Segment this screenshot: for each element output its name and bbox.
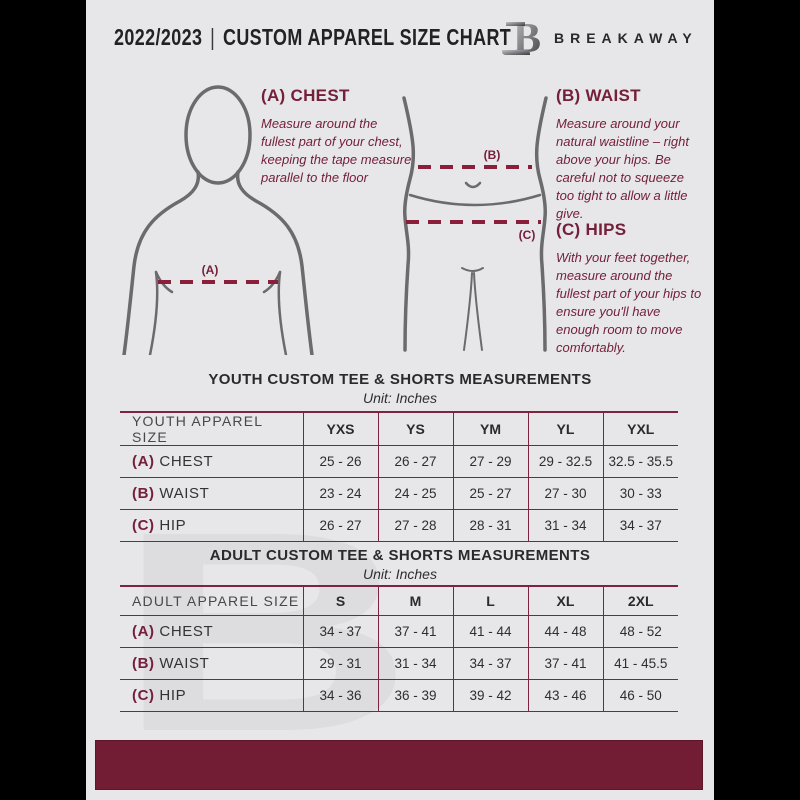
size-value-cell: 34 - 37 [302,615,378,647]
size-value-cell: 44 - 48 [527,615,603,647]
size-value-cell: 24 - 25 [377,477,453,510]
chest-description: Measure around the fullest part of your … [261,116,412,185]
waist-marker-label: (B) [484,148,501,162]
table-row: (A) CHEST 25 - 26 26 - 27 27 - 29 29 - 32.5 3… [120,445,678,478]
size-column-header: XL [527,586,603,615]
size-column-header: L [452,586,528,615]
size-column-header: YL [527,412,603,446]
hips-instructions: (C) HIPS With your feet together, measur… [556,220,706,357]
title-text: CUSTOM APPAREL SIZE CHART [222,24,512,50]
size-value-cell: 29 - 32.5 [527,445,603,478]
row-label: (C) HIP [132,686,187,704]
row-label: (C) HIP [132,517,187,534]
size-value-cell: 36 - 39 [377,679,453,711]
size-value-cell: 34 - 37 [452,647,528,679]
size-value-cell: 39 - 42 [452,679,528,711]
head-outline [184,85,252,185]
size-value-cell: 46 - 50 [602,679,678,711]
size-type-header: YOUTH APPAREL SIZE [132,413,263,445]
brand-name: BREAKAWAY [554,30,698,46]
size-column-header: YM [452,412,528,446]
hips-marker-label: (C) [519,228,536,242]
size-column-header: 2XL [602,586,678,615]
size-column-header: YS [377,412,453,446]
youth-header-row: YOUTH APPAREL SIZE YXS YS YM YL YXL [120,412,678,446]
season-label: 2022/2023 [114,24,203,50]
hips-description: With your feet together, measure around … [556,250,702,355]
navel-mark [464,181,482,189]
row-marker: (B) [132,654,155,672]
upper-body-figure: (A) [122,85,314,355]
size-value-cell: 25 - 27 [452,477,528,510]
chest-heading: (A) CHEST [261,86,350,105]
page-title: 2022/2023 | CUSTOM APPAREL SIZE CHART [114,24,511,51]
size-column-header: YXL [602,412,678,446]
youth-size-table: YOUTH APPAREL SIZE YXS YS YM YL YXL (A) CHEST… [120,411,678,542]
size-value-cell: 26 - 27 [377,445,453,478]
size-type-header: ADULT APPAREL SIZE [132,592,300,609]
table-row: (B) WAIST 29 - 31 31 - 34 34 - 37 37 - 41 41 … [120,647,678,679]
size-value-cell: 27 - 30 [527,477,603,510]
row-label: (B) WAIST [132,654,210,672]
title-separator: | [210,24,216,50]
row-label: (B) WAIST [132,485,210,502]
youth-table-title: YOUTH CUSTOM TEE & SHORTS MEASUREMENTS [208,371,592,388]
adult-table-title: ADULT CUSTOM TEE & SHORTS MEASUREMENTS [209,547,591,564]
chest-instructions: (A) CHEST Measure around the fullest par… [261,86,413,187]
size-value-cell: 32.5 - 35.5 [602,445,678,478]
size-value-cell: 27 - 29 [452,445,528,478]
adult-table-unit: Unit: Inches [363,566,437,582]
size-chart-document: 2022/2023 | CUSTOM APPAREL SIZE CHART B BR… [86,0,714,800]
size-value-cell: 26 - 27 [302,509,378,542]
size-value-cell: 37 - 41 [527,647,603,679]
waist-heading: (B) WAIST [556,86,641,105]
row-label: (A) CHEST [132,453,214,470]
table-row: (A) CHEST 34 - 37 37 - 41 41 - 44 44 - 48 48 … [120,615,678,647]
table-row: (C) HIP 34 - 36 36 - 39 39 - 42 43 - 46 46 - … [120,679,678,711]
size-column-header: M [377,586,453,615]
size-value-cell: 34 - 37 [602,509,678,542]
size-value-cell: 37 - 41 [377,615,453,647]
row-marker: (B) [132,485,155,502]
size-column-header: YXS [302,412,378,446]
row-marker: (C) [132,686,155,704]
row-label: (A) CHEST [132,622,214,640]
hips-heading: (C) HIPS [556,220,627,239]
waist-description: Measure around your natural waistline – … [556,116,689,221]
footer-bar [95,740,703,790]
size-value-cell: 31 - 34 [377,647,453,679]
size-value-cell: 28 - 31 [452,509,528,542]
size-column-header: S [302,586,378,615]
size-value-cell: 41 - 44 [452,615,528,647]
youth-table-unit: Unit: Inches [363,390,437,406]
lower-body-figure: (B) (C) [402,96,548,352]
row-marker: (A) [132,453,155,470]
chest-marker-label: (A) [202,263,219,277]
table-row: (C) HIP 26 - 27 27 - 28 28 - 31 31 - 34 34 - … [120,509,678,542]
breakaway-logo-icon: B [502,16,541,62]
brand-lockup: B BREAKAWAY [500,14,698,62]
adult-header-row: ADULT APPAREL SIZE S M L XL 2XL [120,586,678,615]
size-value-cell: 29 - 31 [302,647,378,679]
size-value-cell: 48 - 52 [602,615,678,647]
size-value-cell: 34 - 36 [302,679,378,711]
size-value-cell: 30 - 33 [602,477,678,510]
size-value-cell: 23 - 24 [302,477,378,510]
size-value-cell: 43 - 46 [527,679,603,711]
size-value-cell: 27 - 28 [377,509,453,542]
size-value-cell: 41 - 45.5 [602,647,678,679]
row-marker: (A) [132,622,155,640]
adult-size-table: ADULT APPAREL SIZE S M L XL 2XL (A) CHEST 34 -… [120,585,678,712]
waist-instructions: (B) WAIST Measure around your natural wa… [556,86,702,223]
hip-curve [408,193,542,207]
size-value-cell: 31 - 34 [527,509,603,542]
size-value-cell: 25 - 26 [302,445,378,478]
row-marker: (C) [132,517,155,534]
table-row: (B) WAIST 23 - 24 24 - 25 25 - 27 27 - 30 30 … [120,477,678,510]
